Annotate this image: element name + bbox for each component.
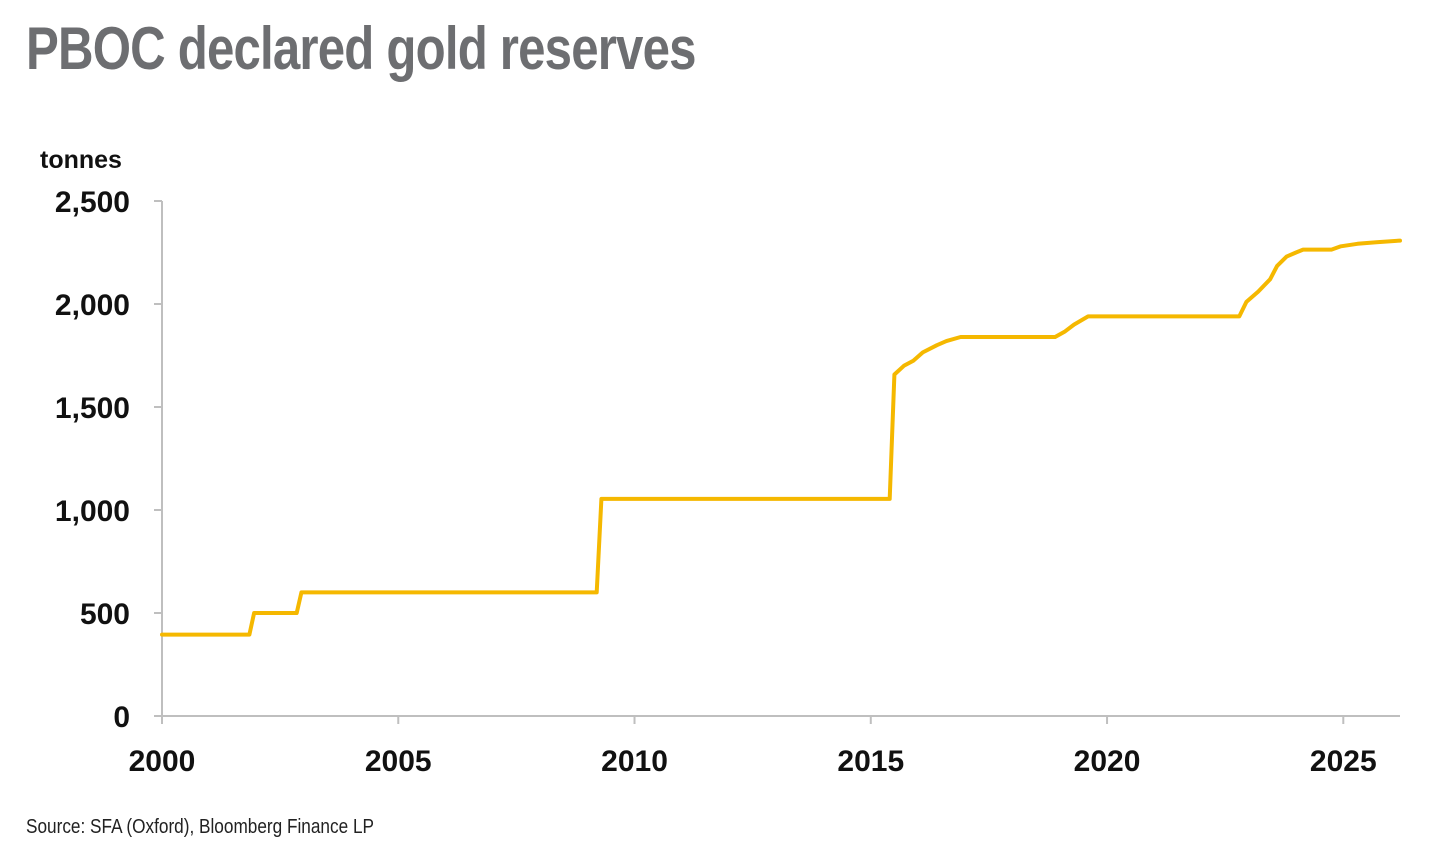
series-group (160, 238, 1402, 637)
x-axis: 2000 2005 2010 2015 2020 2025 (129, 715, 1400, 778)
x-tick-label: 2020 (1074, 745, 1141, 778)
y-tick-label: 1,000 (55, 495, 130, 528)
series-line (160, 238, 1402, 637)
x-tick-label: 2025 (1310, 745, 1377, 778)
x-tick-label: 2015 (837, 745, 904, 778)
y-axis-label: tonnes (40, 146, 122, 174)
x-tick-label: 2010 (601, 745, 668, 778)
y-tick-label: 1,500 (55, 392, 130, 425)
x-tick-label: 2000 (129, 745, 196, 778)
y-tick-label: 500 (80, 598, 130, 631)
y-tick-label: 0 (113, 701, 130, 734)
y-axis: 0 500 1,000 1,500 2,000 2,500 tonnes (40, 146, 163, 734)
source-note: Source: SFA (Oxford), Bloomberg Finance … (26, 816, 374, 838)
chart-title: PBOC declared gold reserves (26, 15, 697, 82)
x-tick-label: 2005 (365, 745, 432, 778)
y-tick-label: 2,500 (55, 186, 130, 219)
y-tick-label: 2,000 (55, 289, 130, 322)
